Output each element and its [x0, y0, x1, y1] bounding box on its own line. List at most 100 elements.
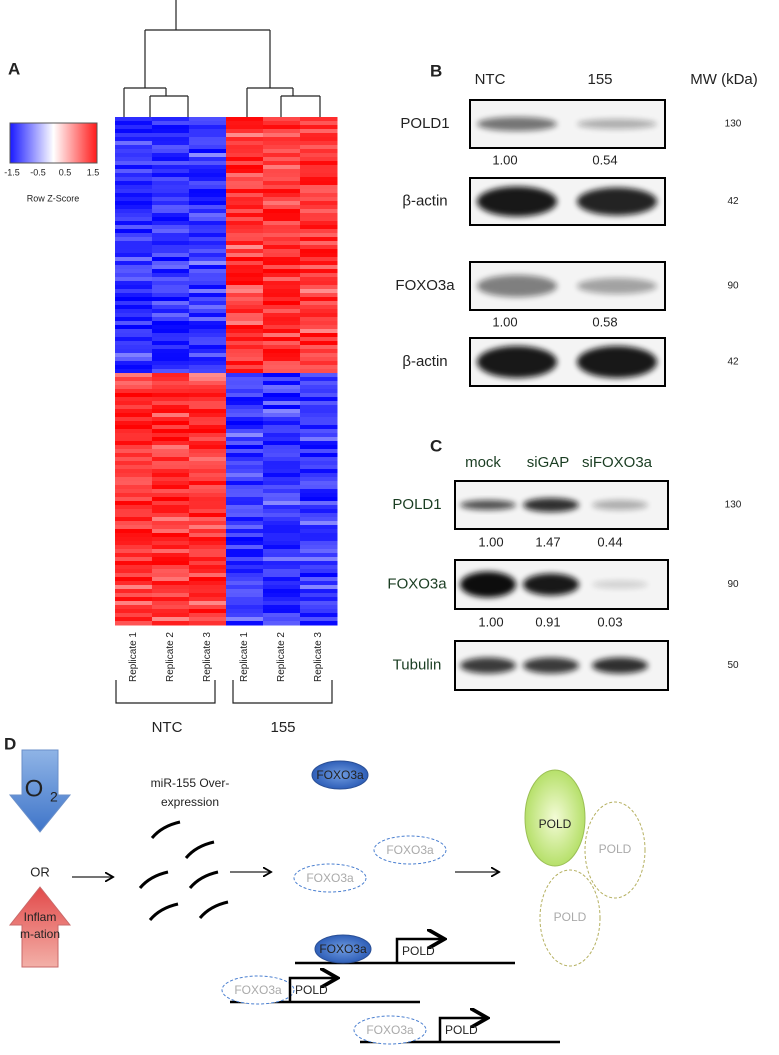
- heatmap-cell: [115, 225, 153, 230]
- mw-label: 42: [727, 357, 739, 368]
- heatmap-cell: [115, 305, 153, 310]
- heatmap-cell: [115, 145, 153, 150]
- heatmap-cell: [226, 509, 264, 514]
- heatmap-cell: [115, 397, 153, 402]
- heatmap-cell: [263, 121, 301, 126]
- heatmap-cell: [263, 217, 301, 222]
- heatmap-cell: [115, 161, 153, 166]
- heatmap-cell: [226, 405, 264, 410]
- heatmap-cell: [115, 185, 153, 190]
- heatmap-cell: [300, 529, 338, 534]
- heatmap-cell: [115, 457, 153, 462]
- heatmap-cell: [226, 553, 264, 558]
- oxygen-symbol: O: [25, 775, 44, 802]
- heatmap-cell: [152, 397, 190, 402]
- heatmap-cell: [300, 277, 338, 282]
- heatmap-cell: [152, 549, 190, 554]
- heatmap-cell: [263, 205, 301, 210]
- heatmap-cell: [189, 605, 227, 610]
- heatmap-cell: [115, 309, 153, 314]
- oxygen-subscript: 2: [50, 789, 58, 805]
- panel-label: A: [8, 59, 20, 78]
- heatmap-cell: [226, 289, 264, 294]
- heatmap-cell: [115, 573, 153, 578]
- heatmap-cell: [300, 505, 338, 510]
- heatmap-cell: [226, 305, 264, 310]
- heatmap-cell: [226, 137, 264, 142]
- heatmap-cell: [263, 301, 301, 306]
- heatmap-cell: [300, 129, 338, 134]
- heatmap-cell: [152, 429, 190, 434]
- heatmap-cell: [115, 377, 153, 382]
- heatmap-cell: [300, 557, 338, 562]
- color-key-title: Row Z-Score: [27, 193, 80, 203]
- band: [523, 498, 579, 512]
- heatmap-cell: [115, 505, 153, 510]
- heatmap-cell: [300, 533, 338, 538]
- heatmap-cell: [115, 585, 153, 590]
- heatmap-cell: [152, 433, 190, 438]
- heatmap-cell: [115, 133, 153, 138]
- color-key-tick: -0.5: [30, 167, 46, 177]
- heatmap-cell: [115, 509, 153, 514]
- mw-label: 42: [727, 196, 739, 207]
- heatmap-cell: [226, 421, 264, 426]
- heatmap-cell: [115, 269, 153, 274]
- heatmap-cell: [263, 353, 301, 358]
- heatmap-cell: [300, 393, 338, 398]
- heatmap-cell: [226, 561, 264, 566]
- heatmap-cell: [263, 181, 301, 186]
- mw-label: 130: [725, 119, 742, 130]
- heatmap-cell: [189, 329, 227, 334]
- heatmap-cell: [189, 281, 227, 286]
- heatmap-cell: [226, 481, 264, 486]
- heatmap-cell: [115, 301, 153, 306]
- heatmap-cell: [189, 129, 227, 134]
- heatmap-cell: [152, 561, 190, 566]
- heatmap-cell: [263, 269, 301, 274]
- heatmap-cell: [189, 577, 227, 582]
- heatmap-cell: [300, 157, 338, 162]
- heatmap-cell: [263, 193, 301, 198]
- heatmap-cell: [300, 141, 338, 146]
- heatmap-cell: [189, 333, 227, 338]
- heatmap-cell: [226, 437, 264, 442]
- band: [460, 571, 516, 598]
- heatmap-cell: [189, 621, 227, 626]
- heatmap-cell: [300, 213, 338, 218]
- inflammation-label: Inflam: [24, 910, 57, 924]
- heatmap-cell: [152, 277, 190, 282]
- gene-label: POLD: [402, 944, 435, 958]
- heatmap-cell: [226, 285, 264, 290]
- protein-label: β-actin: [402, 353, 447, 370]
- band: [477, 117, 557, 131]
- heatmap-cell: [189, 153, 227, 158]
- pold-inactive: [539, 869, 601, 967]
- heatmap-cell: [189, 501, 227, 506]
- heatmap-cell: [152, 369, 190, 374]
- heatmap-cell: [263, 137, 301, 142]
- heatmap-cell: [263, 265, 301, 270]
- heatmap-cell: [189, 433, 227, 438]
- panel-label: B: [430, 61, 442, 80]
- lane-label: NTC: [475, 71, 506, 88]
- heatmap-cell: [300, 477, 338, 482]
- heatmap-cell: [263, 117, 301, 122]
- heatmap-cell: [263, 533, 301, 538]
- heatmap-cell: [189, 245, 227, 250]
- heatmap-cell: [226, 613, 264, 618]
- heatmap-cell: [226, 597, 264, 602]
- heatmap-cell: [226, 365, 264, 370]
- foxo3a-inactive: [221, 975, 295, 1005]
- heatmap-cell: [263, 549, 301, 554]
- heatmap-cell: [115, 425, 153, 430]
- heatmap-cell: [226, 469, 264, 474]
- heatmap-cell: [300, 329, 338, 334]
- heatmap-cell: [226, 161, 264, 166]
- heatmap-cell: [189, 217, 227, 222]
- heatmap-cell: [226, 205, 264, 210]
- heatmap-cell: [300, 261, 338, 266]
- heatmap-cell: [189, 321, 227, 326]
- heatmap-cell: [226, 189, 264, 194]
- heatmap-cell: [226, 345, 264, 350]
